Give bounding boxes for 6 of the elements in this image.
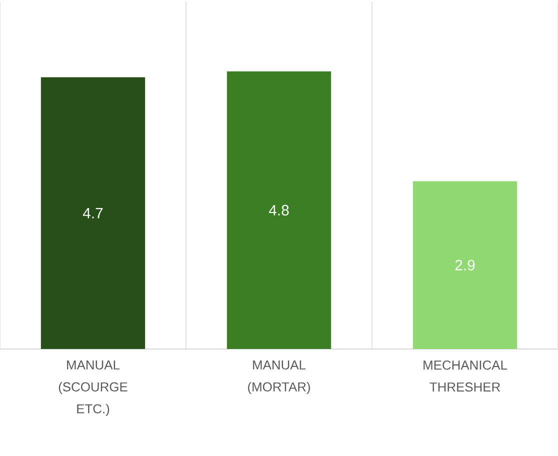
data-label: 4.7 xyxy=(82,208,103,218)
x-tick-label: MANUAL (MORTAR) xyxy=(248,360,310,394)
x-tick-label: MECHANICAL THRESHER xyxy=(424,360,508,392)
data-label: 4.8 xyxy=(268,204,289,216)
x-tick-label: MANUAL (SCOURGE ETC.) xyxy=(58,360,128,416)
data-label: 2.9 xyxy=(455,260,475,270)
